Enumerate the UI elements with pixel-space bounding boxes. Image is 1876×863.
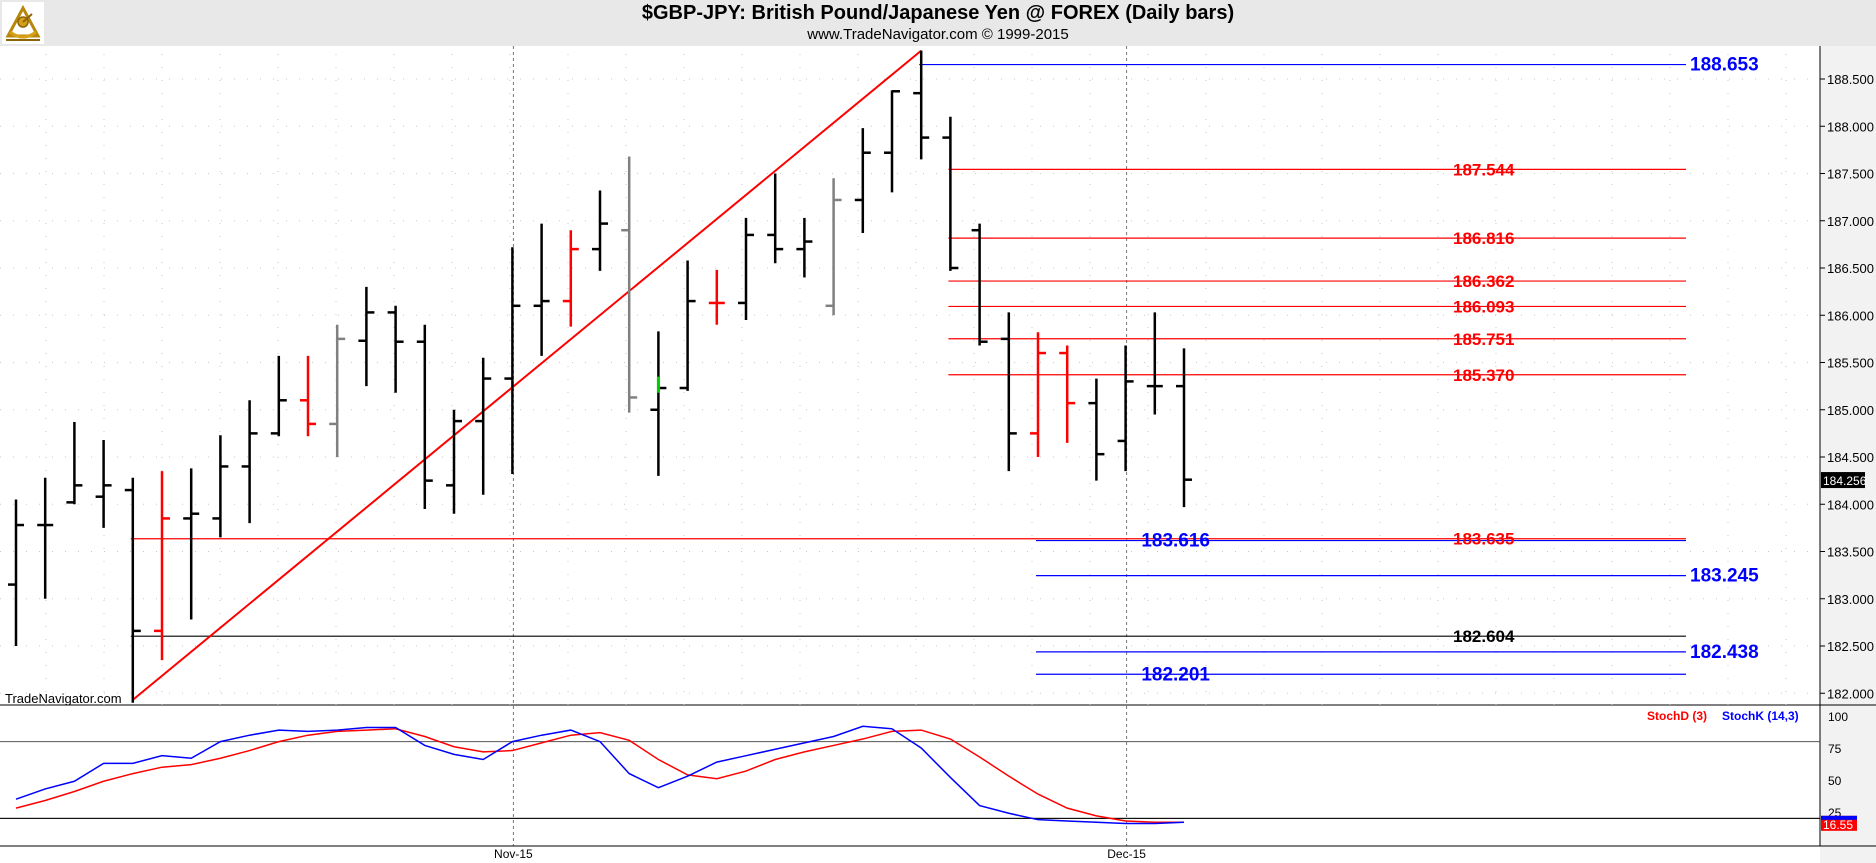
level-label: 183.616 xyxy=(1141,531,1210,552)
level-label: 186.362 xyxy=(1453,272,1514,291)
osc-y-tick-label: 100 xyxy=(1828,710,1848,724)
y-tick-label: 184.000 xyxy=(1827,497,1874,512)
x-tick-label: Dec-15 xyxy=(1107,847,1146,861)
osc-last-label: 16.55 xyxy=(1823,818,1853,832)
level-label: 182.201 xyxy=(1141,664,1210,685)
y-tick-label: 185.000 xyxy=(1827,403,1874,418)
y-tick-label: 186.000 xyxy=(1827,308,1874,323)
y-tick-label: 186.500 xyxy=(1827,261,1874,276)
chart-header: $GBP-JPY: British Pound/Japanese Yen @ F… xyxy=(0,0,1876,46)
level-label: 185.751 xyxy=(1453,330,1514,349)
last-price-tag xyxy=(1821,472,1865,489)
level-label: 183.635 xyxy=(1453,530,1514,549)
y-tick-label: 187.000 xyxy=(1827,214,1874,229)
legend-stochD: StochD (3) xyxy=(1647,709,1707,723)
x-tick-label: Nov-15 xyxy=(494,847,533,861)
chart-title: $GBP-JPY: British Pound/Japanese Yen @ F… xyxy=(641,2,1235,24)
level-label: 187.544 xyxy=(1453,160,1515,179)
y-tick-label: 182.000 xyxy=(1827,686,1874,701)
y-tick-label: 183.000 xyxy=(1827,592,1874,607)
y-tick-label: 188.000 xyxy=(1827,119,1874,134)
y-tick-label: 188.500 xyxy=(1827,72,1874,87)
level-label: 186.093 xyxy=(1453,297,1514,316)
y-tick-label: 182.500 xyxy=(1827,639,1874,654)
level-label: 185.370 xyxy=(1453,366,1514,385)
chart-background xyxy=(0,46,1876,863)
y-tick-label: 185.500 xyxy=(1827,356,1874,371)
level-label: 182.438 xyxy=(1690,642,1759,663)
level-label: 183.245 xyxy=(1690,566,1759,587)
chart-subtitle: www.TradeNavigator.com © 1999-2015 xyxy=(807,26,1069,43)
chart-area: 182.000 182.500 183.000 183.500 184.000 184.5… xyxy=(0,46,1876,863)
osc-last-tag-top xyxy=(1821,815,1857,820)
level-label: 188.653 xyxy=(1690,55,1759,76)
price-panel: 182.000 182.500 183.000 183.500 184.000 184.5… xyxy=(0,46,1876,863)
y-tick-label: 184.500 xyxy=(1827,450,1874,465)
stochK-line xyxy=(15,725,1185,825)
sextant-logo-icon xyxy=(2,2,44,44)
trend-line xyxy=(132,49,922,701)
level-label: 186.816 xyxy=(1453,229,1514,248)
y-tick-label: 187.500 xyxy=(1827,167,1874,182)
y-axis-strip xyxy=(1820,46,1876,863)
legend-stochK: StochK (14,3) xyxy=(1722,709,1799,723)
last-price-label: 184.256 xyxy=(1823,474,1867,488)
stochD-line xyxy=(15,728,1184,823)
osc-y-tick-label: 75 xyxy=(1828,742,1842,756)
level-label: 182.604 xyxy=(1453,627,1515,646)
y-tick-label: 183.500 xyxy=(1827,545,1874,560)
watermark: TradeNavigator.com xyxy=(5,691,122,706)
osc-y-tick-label: 50 xyxy=(1828,774,1842,788)
